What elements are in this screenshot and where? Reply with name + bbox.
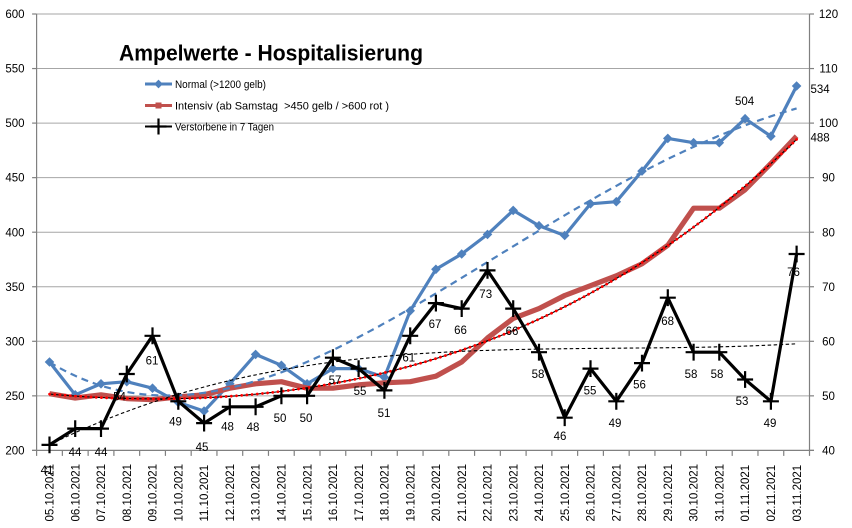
svg-text:27.10.2021: 27.10.2021 xyxy=(611,464,623,522)
svg-text:56: 56 xyxy=(633,380,646,392)
svg-text:40: 40 xyxy=(822,446,835,458)
svg-text:50: 50 xyxy=(822,391,835,403)
svg-text:10.10.2021: 10.10.2021 xyxy=(173,464,185,522)
svg-text:50: 50 xyxy=(274,413,287,425)
svg-text:80: 80 xyxy=(822,227,835,239)
svg-text:500: 500 xyxy=(5,118,24,130)
svg-text:57: 57 xyxy=(329,375,342,387)
svg-text:504: 504 xyxy=(735,96,755,108)
svg-text:51: 51 xyxy=(378,408,391,420)
svg-text:400: 400 xyxy=(5,227,24,239)
svg-text:200: 200 xyxy=(5,446,24,458)
svg-text:550: 550 xyxy=(5,64,24,76)
svg-text:46: 46 xyxy=(554,431,567,443)
svg-text:Normal (>1200 gelb): Normal (>1200 gelb) xyxy=(175,79,266,91)
svg-text:534: 534 xyxy=(811,84,831,96)
svg-text:66: 66 xyxy=(454,325,467,337)
svg-text:55: 55 xyxy=(354,386,367,398)
svg-text:30.10.2021: 30.10.2021 xyxy=(689,464,701,522)
svg-text:100: 100 xyxy=(819,118,838,130)
svg-text:67: 67 xyxy=(429,319,442,331)
svg-text:41: 41 xyxy=(41,465,54,477)
svg-text:61: 61 xyxy=(402,353,415,365)
svg-text:120: 120 xyxy=(819,9,838,21)
svg-text:18.10.2021: 18.10.2021 xyxy=(380,464,392,522)
svg-text:66: 66 xyxy=(506,326,519,338)
svg-text:55: 55 xyxy=(584,386,597,398)
svg-text:26.10.2021: 26.10.2021 xyxy=(586,464,598,522)
svg-text:11.10.2021: 11.10.2021 xyxy=(199,465,211,522)
svg-text:03.11.2021: 03.11.2021 xyxy=(792,465,804,522)
svg-text:01.11.2021: 01.11.2021 xyxy=(740,465,752,522)
svg-text:21.10.2021: 21.10.2021 xyxy=(457,464,469,522)
svg-text:45: 45 xyxy=(196,442,209,454)
svg-text:07.10.2021: 07.10.2021 xyxy=(96,464,108,522)
svg-text:16.10.2021: 16.10.2021 xyxy=(328,464,340,522)
svg-text:20.10.2021: 20.10.2021 xyxy=(431,464,443,522)
svg-text:Ampelwerte - Hospitalisierung: Ampelwerte - Hospitalisierung xyxy=(119,40,423,65)
svg-text:13.10.2021: 13.10.2021 xyxy=(251,464,263,522)
svg-text:61: 61 xyxy=(146,356,159,368)
svg-text:44: 44 xyxy=(95,447,108,459)
svg-text:44: 44 xyxy=(69,447,82,459)
svg-text:58: 58 xyxy=(711,369,724,381)
svg-text:76: 76 xyxy=(787,267,800,279)
svg-text:25.10.2021: 25.10.2021 xyxy=(560,464,572,522)
svg-text:70: 70 xyxy=(822,282,835,294)
svg-text:48: 48 xyxy=(221,422,234,434)
svg-text:28.10.2021: 28.10.2021 xyxy=(637,464,649,522)
svg-text:58: 58 xyxy=(532,369,545,381)
svg-text:450: 450 xyxy=(5,173,24,185)
svg-text:49: 49 xyxy=(169,417,182,429)
svg-text:50: 50 xyxy=(300,413,313,425)
svg-text:49: 49 xyxy=(764,418,777,430)
svg-text:49: 49 xyxy=(609,418,622,430)
svg-text:15.10.2021: 15.10.2021 xyxy=(302,464,314,522)
svg-text:53: 53 xyxy=(736,396,749,408)
svg-text:90: 90 xyxy=(822,173,835,185)
svg-text:73: 73 xyxy=(479,289,492,301)
svg-text:Intensiv (ab Samstag >450 gel: Intensiv (ab Samstag >450 gelb / >600 ro… xyxy=(175,101,389,113)
svg-text:02.11.2021: 02.11.2021 xyxy=(766,465,778,522)
svg-text:Verstorbene in 7 Tagen: Verstorbene in 7 Tagen xyxy=(175,122,274,134)
svg-text:488: 488 xyxy=(811,133,830,145)
svg-text:68: 68 xyxy=(661,316,674,328)
svg-text:350: 350 xyxy=(5,282,24,294)
svg-text:54: 54 xyxy=(113,392,126,404)
svg-text:29.10.2021: 29.10.2021 xyxy=(663,464,675,522)
svg-text:300: 300 xyxy=(5,336,24,348)
svg-text:110: 110 xyxy=(819,64,837,76)
svg-text:250: 250 xyxy=(5,391,24,403)
svg-text:06.10.2021: 06.10.2021 xyxy=(70,464,82,522)
svg-text:17.10.2021: 17.10.2021 xyxy=(354,464,366,522)
svg-text:58: 58 xyxy=(685,369,698,381)
svg-text:600: 600 xyxy=(5,9,24,21)
svg-text:23.10.2021: 23.10.2021 xyxy=(508,464,520,522)
svg-text:14.10.2021: 14.10.2021 xyxy=(277,464,289,522)
svg-text:60: 60 xyxy=(822,336,835,348)
svg-text:08.10.2021: 08.10.2021 xyxy=(122,464,134,522)
svg-text:31.10.2021: 31.10.2021 xyxy=(715,464,727,522)
svg-text:09.10.2021: 09.10.2021 xyxy=(148,464,160,522)
svg-text:12.10.2021: 12.10.2021 xyxy=(225,464,237,522)
svg-text:19.10.2021: 19.10.2021 xyxy=(405,464,417,522)
svg-text:22.10.2021: 22.10.2021 xyxy=(483,464,495,522)
svg-text:48: 48 xyxy=(247,422,260,434)
svg-text:24.10.2021: 24.10.2021 xyxy=(534,464,546,522)
svg-text:05.10.2021: 05.10.2021 xyxy=(45,464,57,522)
